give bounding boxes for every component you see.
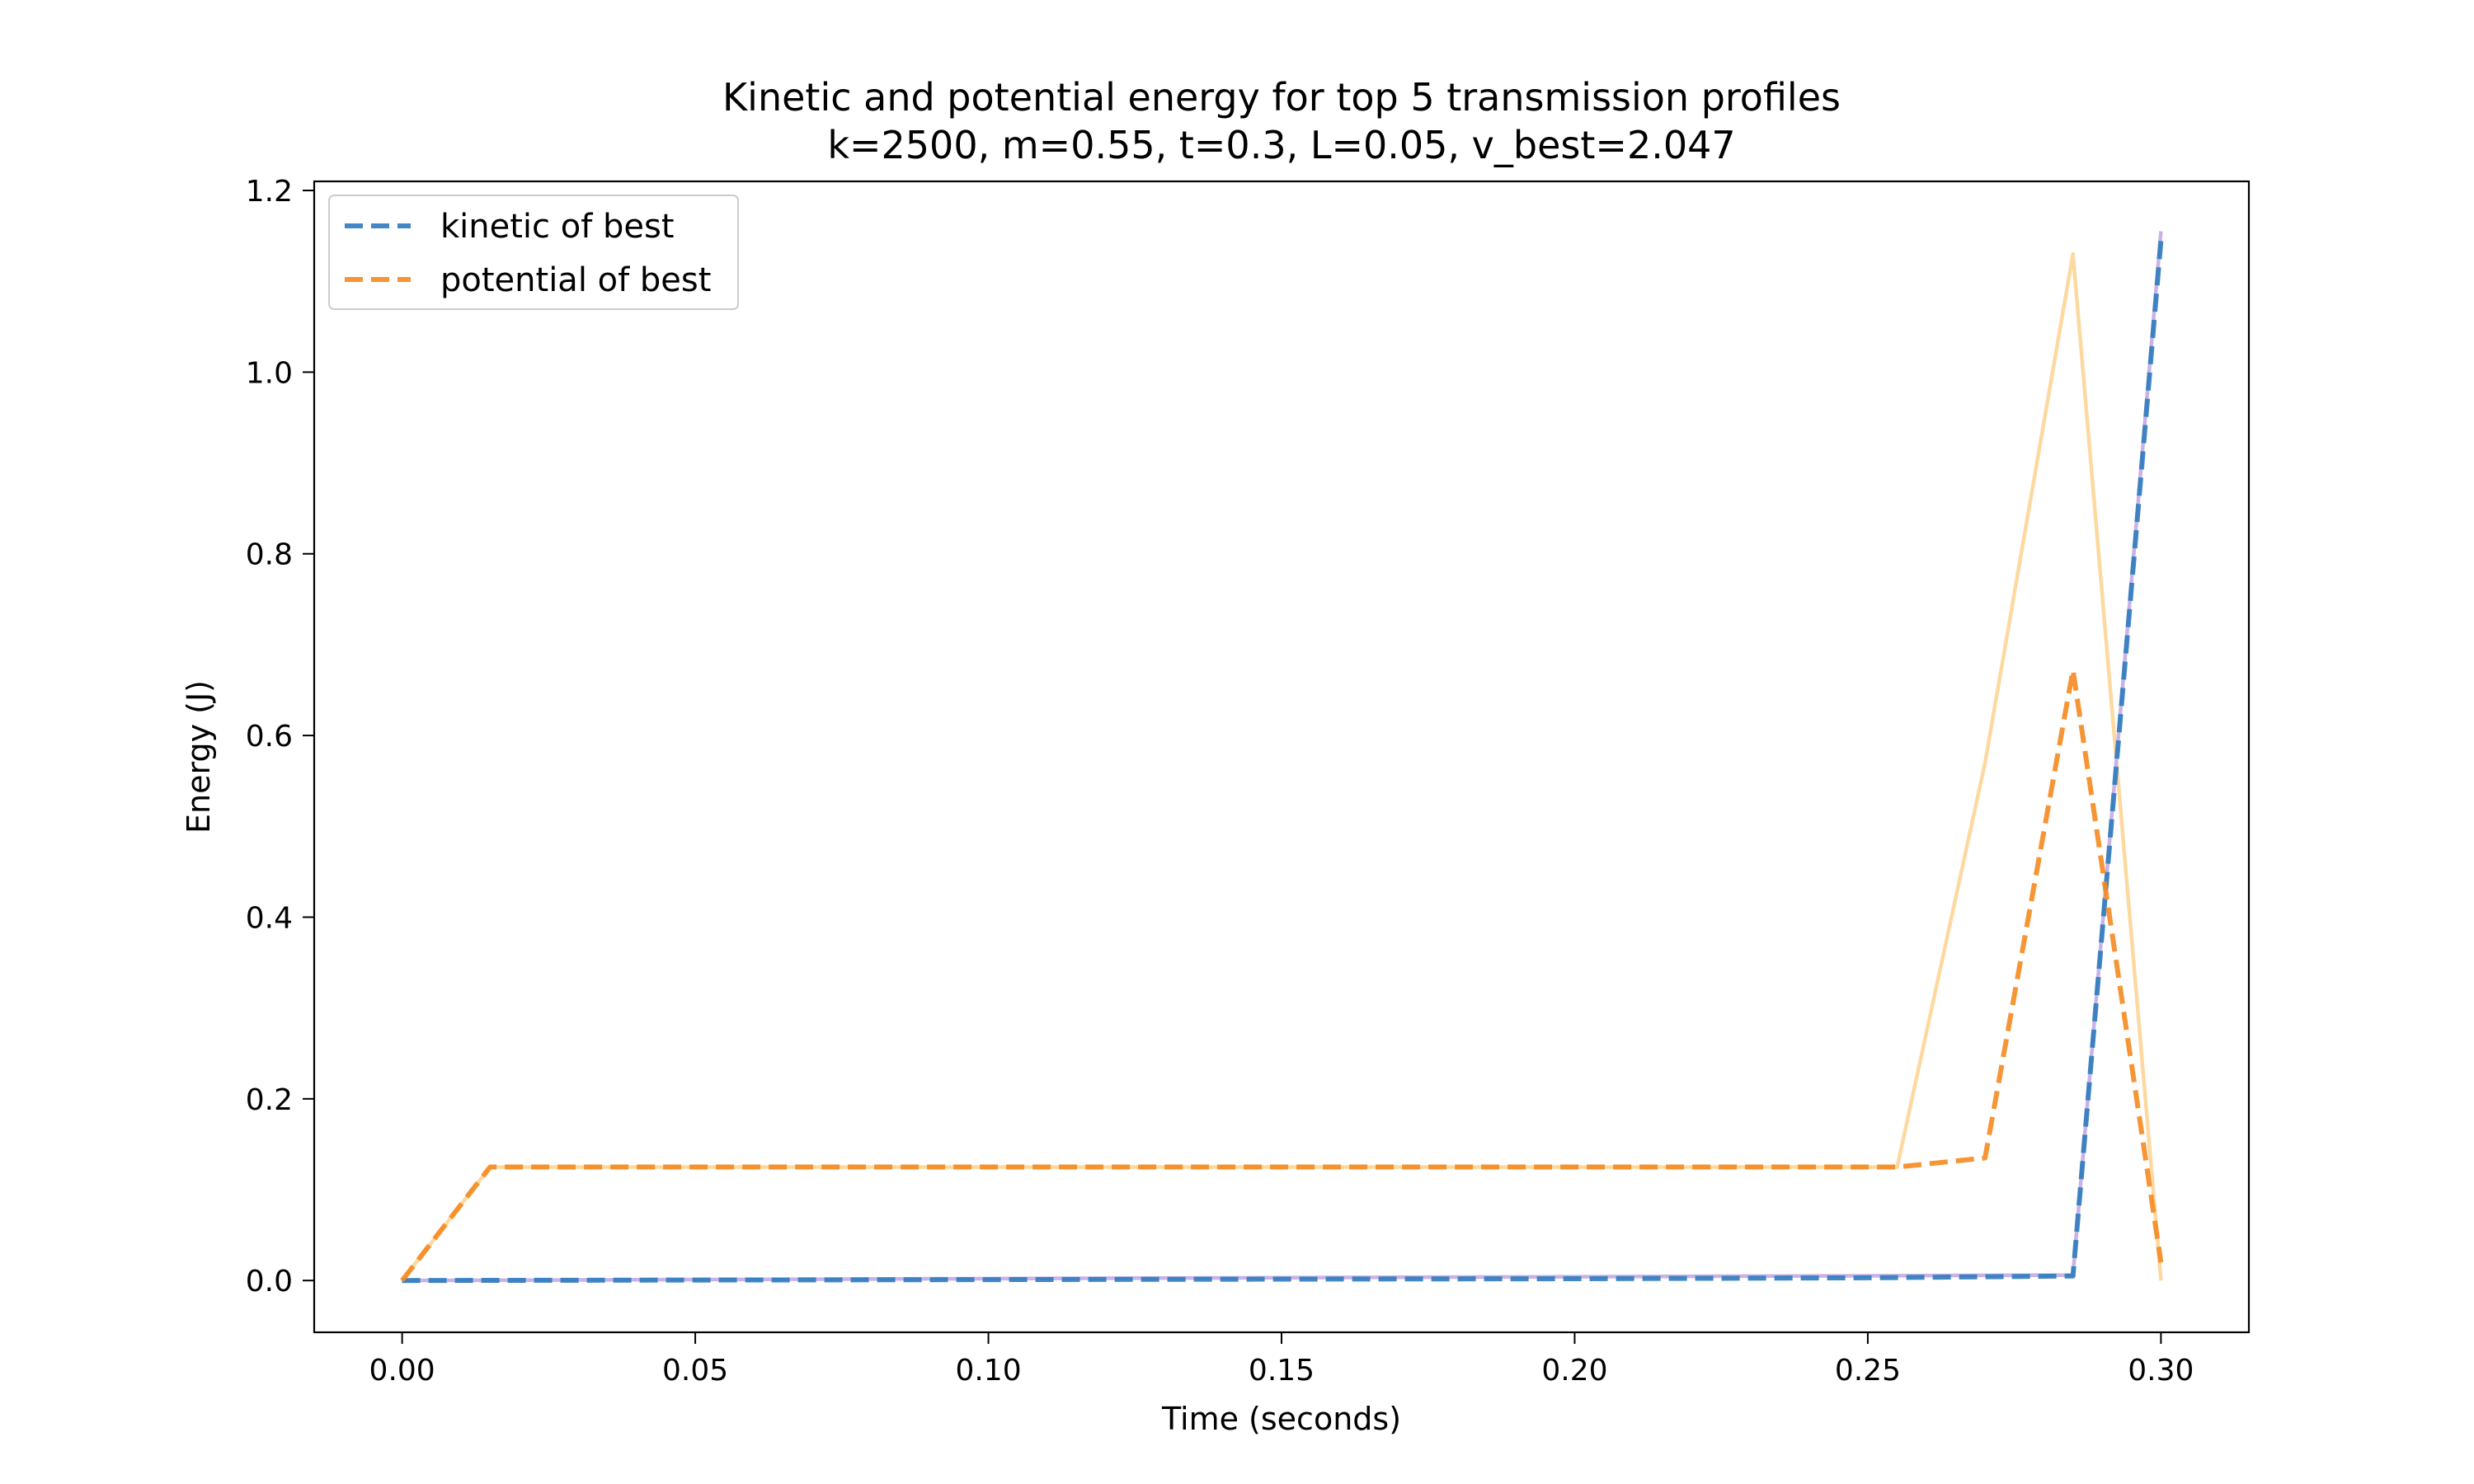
y-tick-label: 0.6 (246, 720, 293, 754)
y-axis-label: Energy (J) (181, 680, 217, 834)
x-axis-ticks: 0.00 0.05 0.10 0.15 0.20 0.25 0.30 (369, 1332, 2194, 1388)
y-axis-ticks: 0.0 0.2 0.4 0.6 0.8 1.0 1.2 (246, 175, 314, 1298)
series-line-1 (402, 231, 2163, 1283)
x-tick-label: 0.00 (369, 1354, 435, 1388)
y-tick-label: 0.2 (246, 1083, 293, 1117)
chart-title: Kinetic and potential energy for top 5 t… (722, 75, 1841, 120)
y-tick-label: 1.2 (246, 175, 293, 209)
series-line-2 (402, 240, 2164, 1284)
x-tick-label: 0.15 (1249, 1354, 1315, 1388)
y-tick-label: 0.8 (246, 538, 293, 572)
series-line-0 (400, 251, 2163, 1282)
y-tick-label: 0.0 (246, 1265, 293, 1298)
legend-label-potential: potential of best (440, 261, 711, 299)
x-tick-label: 0.20 (1541, 1354, 1607, 1388)
series-line-3 (400, 667, 2164, 1283)
x-tick-label: 0.30 (2128, 1354, 2194, 1388)
x-tick-label: 0.10 (955, 1354, 1021, 1388)
y-tick-label: 1.0 (246, 356, 293, 390)
x-axis-label: Time (seconds) (1161, 1401, 1401, 1437)
legend: kinetic of best potential of best (328, 195, 739, 310)
y-tick-label: 0.4 (246, 901, 293, 935)
chart-subtitle: k=2500, m=0.55, t=0.3, L=0.05, v_best=2.… (827, 123, 1735, 167)
legend-frame (328, 195, 739, 310)
legend-label-kinetic: kinetic of best (440, 208, 675, 246)
x-tick-label: 0.25 (1835, 1354, 1901, 1388)
series-layer (400, 231, 2164, 1284)
x-tick-label: 0.05 (662, 1354, 728, 1388)
